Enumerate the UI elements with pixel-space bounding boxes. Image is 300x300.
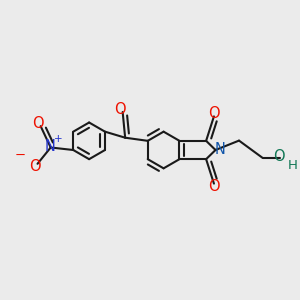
Text: O: O [273,149,285,164]
Text: O: O [32,116,44,131]
Text: −: − [15,149,26,162]
Text: O: O [208,179,220,194]
Text: O: O [114,102,126,117]
Text: O: O [29,159,41,174]
Text: N: N [44,139,55,154]
Text: N: N [214,142,225,158]
Text: +: + [54,134,63,144]
Text: O: O [208,106,220,121]
Text: H: H [288,159,297,172]
